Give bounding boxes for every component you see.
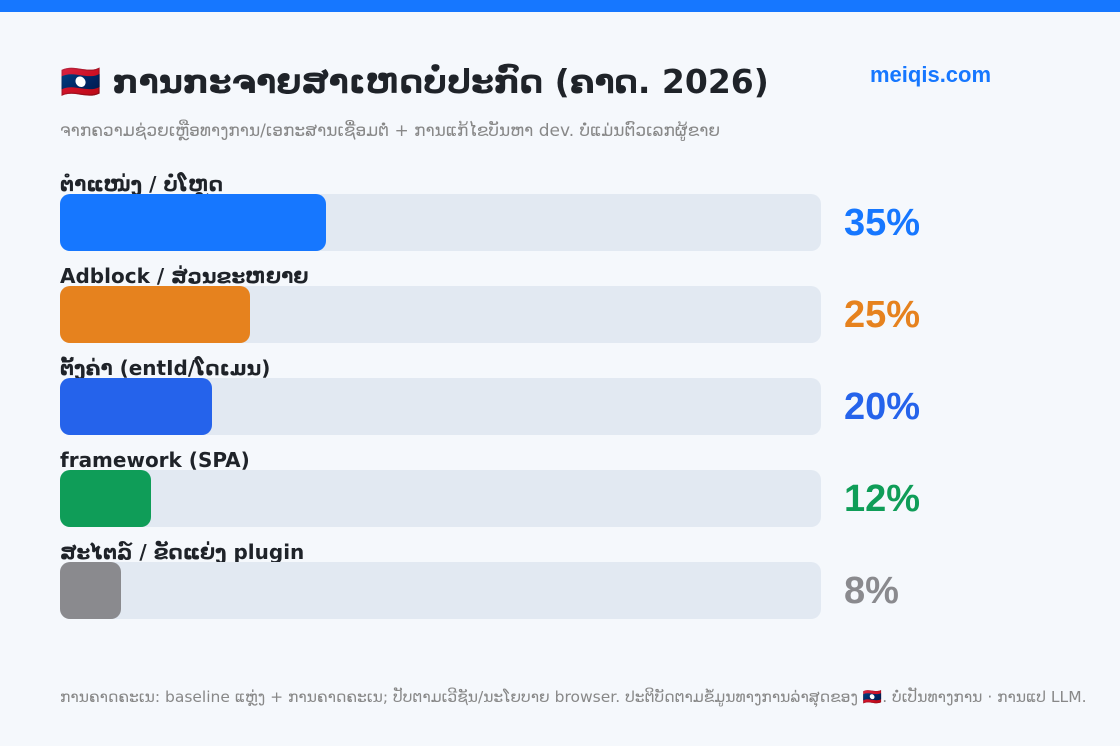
bar-fill xyxy=(60,470,151,527)
bar-fill xyxy=(60,286,250,343)
bar-row: Adblock / ສ່ວນຂະຫຍາຍ 25% xyxy=(0,264,1120,356)
category-label: framework (SPA) xyxy=(60,448,250,472)
bar-track xyxy=(60,194,821,251)
bar-fill xyxy=(60,378,212,435)
bar-track xyxy=(60,470,821,527)
value-label: 12% xyxy=(844,478,921,520)
bar-track xyxy=(60,286,821,343)
value-label: 25% xyxy=(844,294,921,336)
value-label: 35% xyxy=(844,202,921,244)
top-accent-bar xyxy=(0,0,1120,12)
bar-row: ຕັ້ງຄ່າ (entId/ໂດເມນ) 20% xyxy=(0,356,1120,448)
bar-fill xyxy=(60,194,326,251)
category-label: Adblock / ສ່ວນຂະຫຍາຍ xyxy=(60,264,309,288)
value-label: 8% xyxy=(844,570,899,612)
bar-track xyxy=(60,562,821,619)
category-label: ຕຳແໜ່ງ / ບໍ່ໂຫຼດ xyxy=(60,172,223,196)
value-label: 20% xyxy=(844,386,921,428)
chart-title: 🇱🇦 ການກະຈາຍສາເຫດບໍ່ປະກົດ (ຄາດ. 2026) xyxy=(60,62,769,101)
bar-row: ສະໄຕລ໌ / ຂັດແຍ່ງ plugin 8% xyxy=(0,540,1120,632)
brand-link[interactable]: meiqis.com xyxy=(870,62,992,87)
chart-subtitle: ຈາກຄວາມຊ່ວຍເຫຼືອທາງການ/ເອກະສານເຊື່ອມຕໍ່ … xyxy=(60,121,721,141)
bar-row: framework (SPA) 12% xyxy=(0,448,1120,540)
bar-fill xyxy=(60,562,121,619)
bar-row: ຕຳແໜ່ງ / ບໍ່ໂຫຼດ 35% xyxy=(0,172,1120,264)
bar-track xyxy=(60,378,821,435)
category-label: ຕັ້ງຄ່າ (entId/ໂດເມນ) xyxy=(60,356,271,380)
footnote: ການຄາດຄະເນ: baseline ແຫຼ່ງ + ການຄາດຄະເນ;… xyxy=(60,688,1087,706)
category-label: ສະໄຕລ໌ / ຂັດແຍ່ງ plugin xyxy=(60,540,305,564)
